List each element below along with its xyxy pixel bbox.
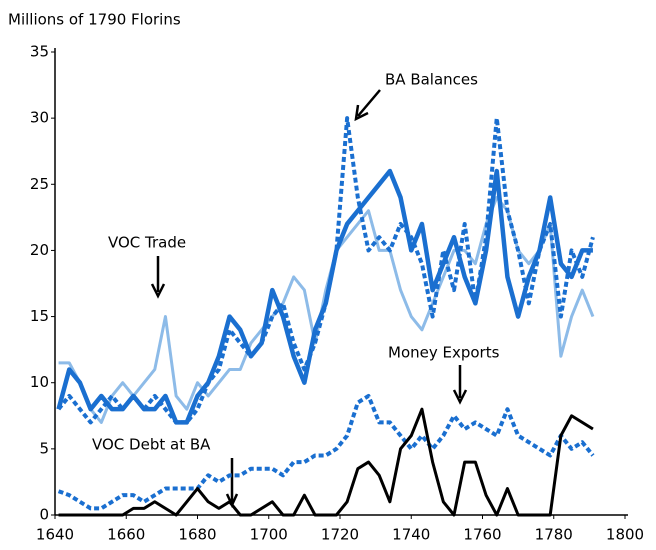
y-tick-label: 25 <box>30 175 49 193</box>
annotation: Money Exports <box>388 344 500 362</box>
x-tick-label: 1720 <box>321 526 359 544</box>
y-tick-label: 30 <box>30 109 49 127</box>
annotation: BA Balances <box>385 71 478 89</box>
x-tick-label: 1660 <box>107 526 145 544</box>
y-tick-label: 20 <box>30 241 49 259</box>
series-line <box>57 393 595 511</box>
x-tick-label: 1640 <box>36 526 74 544</box>
arrow <box>150 256 166 299</box>
annotation: VOC Trade <box>108 234 186 252</box>
x-tick-label: 1800 <box>606 526 644 544</box>
y-tick-label: 0 <box>39 506 49 524</box>
series-line <box>58 196 595 424</box>
x-tick-label: 1780 <box>535 526 573 544</box>
annotation: VOC Debt at BA <box>92 436 211 454</box>
arrow <box>354 89 381 122</box>
x-tick-label: 1740 <box>392 526 430 544</box>
series-line <box>57 116 595 425</box>
x-tick-label: 1760 <box>463 526 501 544</box>
series-line <box>58 407 594 517</box>
y-tick-label: 35 <box>30 43 49 61</box>
y-tick-label: 15 <box>30 307 49 325</box>
y-tick-label: 5 <box>39 439 49 457</box>
y-tick-label: 10 <box>30 373 49 391</box>
x-tick-label: 1680 <box>178 526 216 544</box>
x-tick-label: 1700 <box>250 526 288 544</box>
arrow <box>225 458 239 509</box>
y-axis-label: Millions of 1790 Florins <box>8 11 181 29</box>
series-line <box>56 168 593 425</box>
arrow <box>452 365 468 405</box>
